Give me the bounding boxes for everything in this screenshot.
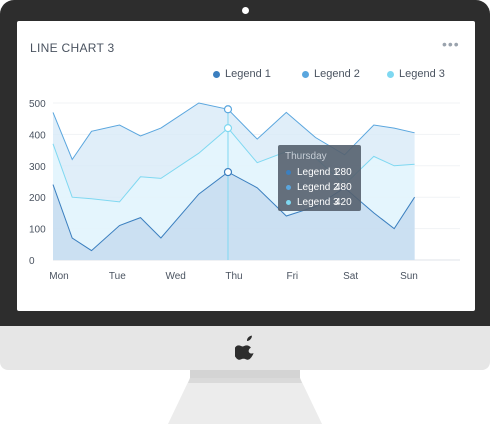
y-tick-label: 300	[29, 162, 46, 173]
x-tick-label: Mon	[49, 271, 68, 282]
x-tick-label: Tue	[109, 271, 126, 282]
legend-dot-icon	[302, 70, 309, 78]
tooltip-value: 420	[335, 197, 352, 208]
legend-item-1[interactable]: Legend 1	[213, 68, 271, 80]
y-tick-label: 0	[29, 256, 35, 267]
tooltip-row: Legend 3	[286, 197, 339, 208]
y-tick-label: 100	[29, 225, 46, 236]
series-area-1	[53, 172, 415, 260]
tooltip-row: Legend 2	[286, 182, 339, 193]
legend-dot-icon	[387, 70, 394, 78]
hover-point-2	[223, 105, 233, 114]
hover-point-1	[223, 167, 233, 177]
x-tick-label: Wed	[165, 271, 185, 282]
line-chart: 0 100 200 300 400 500 Mon Tue Wed Thu Fri Sat Sun	[29, 99, 460, 282]
monitor-stand	[168, 378, 322, 424]
legend-label: Legend 2	[314, 68, 360, 80]
tooltip-value: 480	[335, 182, 352, 193]
hover-point-3	[223, 124, 233, 133]
x-tick-label: Sat	[343, 271, 358, 282]
x-tick-label: Thu	[225, 271, 242, 282]
legend-label: Legend 1	[225, 68, 271, 80]
tooltip-value: 280	[335, 167, 352, 178]
more-horizontal-icon[interactable]: •••	[442, 36, 460, 52]
legend-label: Legend 3	[399, 68, 445, 80]
camera-icon	[242, 7, 249, 14]
y-tick-label: 200	[29, 193, 46, 204]
y-tick-label: 500	[29, 99, 46, 110]
chart-tooltip: Thursday Legend 1 280 Legend 2 480 Legen…	[278, 145, 361, 211]
monitor-neck	[190, 370, 300, 378]
legend-item-3[interactable]: Legend 3	[387, 68, 445, 80]
chart-card: LINE CHART 3 ••• Legend 1 Legend 2 Legen…	[17, 21, 475, 311]
tooltip-row: Legend 1	[286, 167, 339, 178]
y-tick-label: 400	[29, 130, 46, 141]
x-tick-label: Sun	[400, 271, 418, 282]
tooltip-title: Thursday	[285, 151, 327, 162]
apple-logo-icon	[235, 335, 254, 360]
card-title: LINE CHART 3	[30, 41, 115, 55]
legend-item-2[interactable]: Legend 2	[302, 68, 360, 80]
legend-dot-icon	[213, 70, 220, 78]
x-tick-label: Fri	[286, 271, 298, 282]
